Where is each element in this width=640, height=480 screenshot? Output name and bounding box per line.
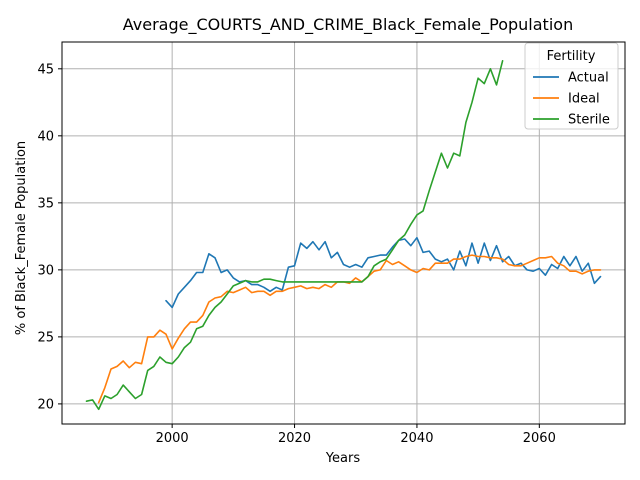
series-line-ideal [97,254,602,404]
x-tick-label: 2000 [156,431,189,446]
y-tick-label: 20 [37,397,54,412]
x-tick-label: 2060 [523,431,556,446]
y-axis-title: % of Black_Female Population [14,141,29,335]
y-tick-label: 40 [37,129,54,144]
y-tick-label: 35 [37,196,54,211]
x-tick-label: 2040 [400,431,433,446]
legend: Fertility Actual Ideal Sterile [524,42,619,130]
plot-area-frame [61,41,626,425]
legend-frame [524,42,619,130]
legend-label-sterile: Sterile [568,113,610,128]
x-axis-ticks: 2000 2020 2040 2060 [156,424,556,446]
y-axis-ticks: 20 25 30 35 40 45 [37,62,62,412]
series-line-sterile [85,59,504,411]
legend-label-actual: Actual [568,71,609,86]
y-tick-label: 30 [37,263,54,278]
y-tick-label: 25 [37,330,54,345]
series-line-actual [165,236,602,309]
legend-label-ideal: Ideal [568,92,600,107]
series-lines [85,59,602,411]
legend-title: Fertility [547,49,596,64]
x-tick-label: 2020 [278,431,311,446]
chart-title: Average_COURTS_AND_CRIME_Black_Female_Po… [123,15,573,35]
y-tick-label: 45 [37,62,54,77]
x-axis-title: Years [325,451,361,466]
